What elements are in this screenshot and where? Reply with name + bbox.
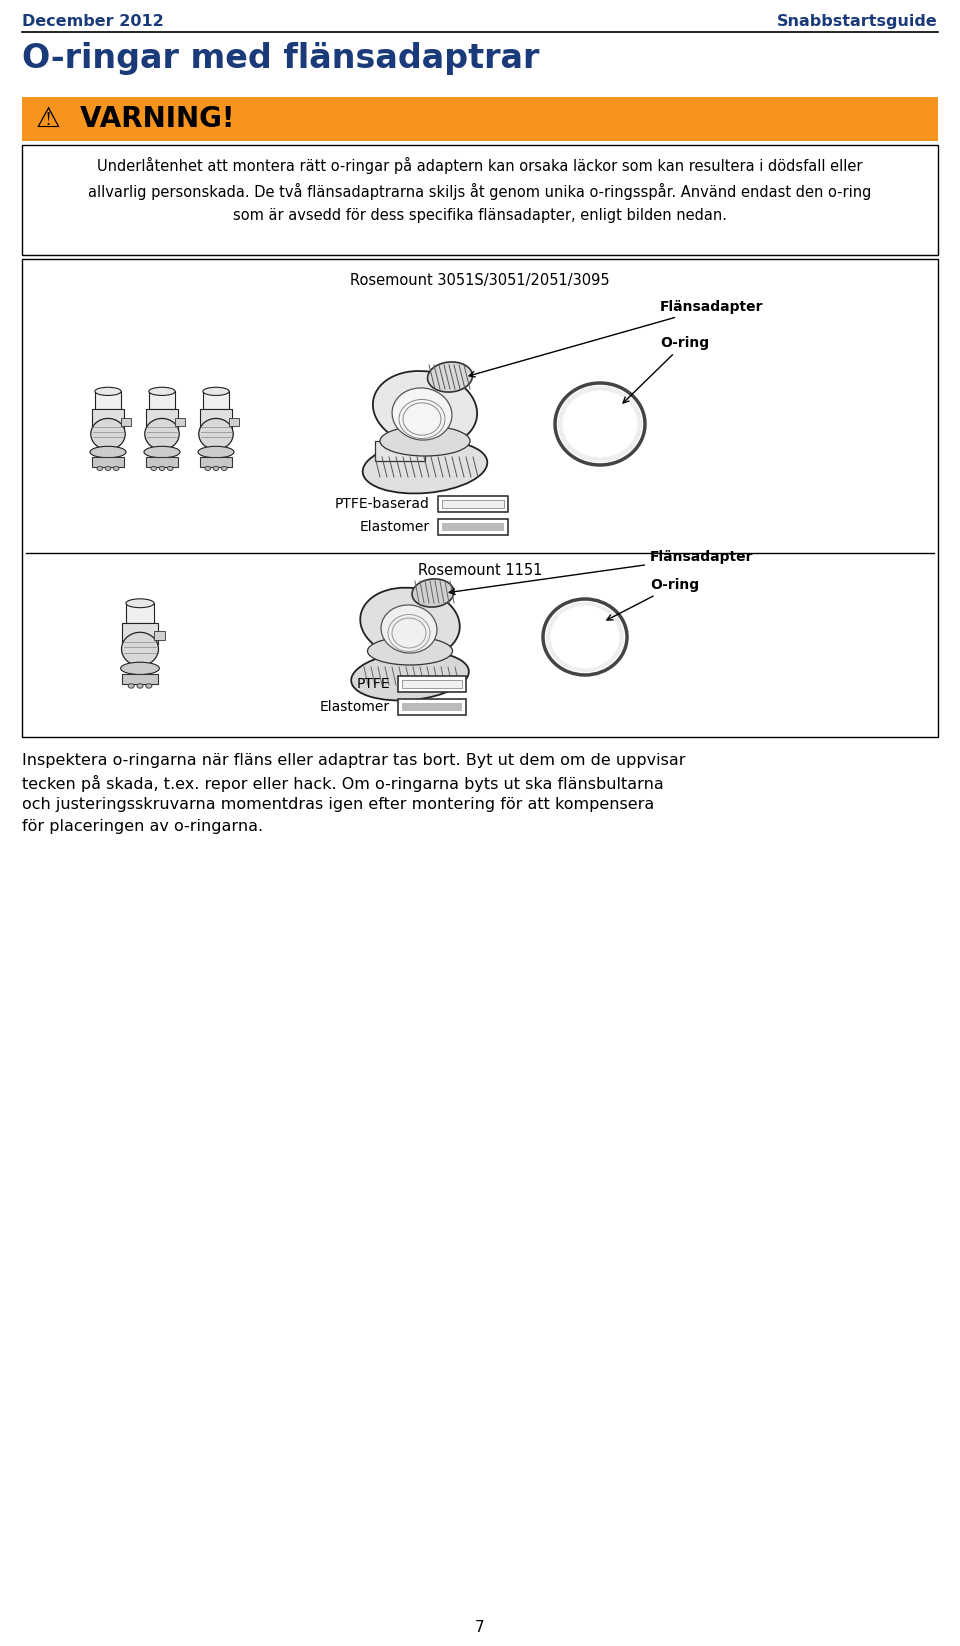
Text: Flänsadapter: Flänsadapter [449,550,754,594]
Ellipse shape [146,683,152,688]
Text: Rosemount 1151: Rosemount 1151 [418,563,542,578]
Ellipse shape [145,418,180,449]
Ellipse shape [122,632,158,665]
Ellipse shape [546,602,624,672]
Ellipse shape [91,418,125,449]
Text: 7: 7 [475,1620,485,1634]
Ellipse shape [412,579,454,607]
Ellipse shape [90,446,126,458]
Bar [126,602,154,622]
Ellipse shape [144,446,180,458]
Text: O-ring: O-ring [607,578,699,621]
Bar [123,673,157,685]
Bar [146,410,179,430]
Text: Underlåtenhet att montera rätt o-ringar på adaptern kan orsaka läckor som kan re: Underlåtenhet att montera rätt o-ringar … [88,156,872,222]
Ellipse shape [199,418,233,449]
Text: PTFE-baserad: PTFE-baserad [335,497,430,510]
Bar [22,145,938,255]
Ellipse shape [351,652,468,701]
Ellipse shape [128,683,134,688]
Ellipse shape [550,606,619,668]
Ellipse shape [167,466,173,471]
Ellipse shape [360,588,460,658]
Bar [121,418,131,426]
Ellipse shape [204,466,210,471]
Text: för placeringen av o-ringarna.: för placeringen av o-ringarna. [22,820,263,835]
Text: December 2012: December 2012 [22,15,164,30]
Bar [149,392,175,410]
Bar [229,418,239,426]
Ellipse shape [159,466,165,471]
Bar [375,441,425,461]
Text: Inspektera o-ringarna när fläns eller adaptrar tas bort. Byt ut dem om de uppvis: Inspektera o-ringarna när fläns eller ad… [22,752,685,769]
Ellipse shape [392,388,452,439]
Ellipse shape [198,446,234,458]
Text: tecken på skada, t.ex. repor eller hack. Om o-ringarna byts ut ska flänsbultarna: tecken på skada, t.ex. repor eller hack.… [22,775,663,792]
Bar [200,458,232,467]
Bar [402,703,462,711]
Ellipse shape [368,637,452,665]
Ellipse shape [137,683,143,688]
Text: Elastomer: Elastomer [320,700,390,714]
Text: Snabbstartsguide: Snabbstartsguide [778,15,938,30]
Bar [203,392,229,410]
Bar [95,392,121,410]
Text: ⚠  VARNING!: ⚠ VARNING! [36,105,234,133]
Text: Elastomer: Elastomer [360,520,430,533]
Bar [146,458,179,467]
Ellipse shape [222,466,228,471]
Ellipse shape [97,466,103,471]
Ellipse shape [363,441,488,494]
Bar [438,518,508,535]
Ellipse shape [121,662,159,675]
Ellipse shape [381,606,437,653]
Bar [154,632,165,640]
Text: O-ringar med flänsadaptrar: O-ringar med flänsadaptrar [22,43,540,76]
Text: och justeringsskruvarna momentdras igen efter montering för att kompensera: och justeringsskruvarna momentdras igen … [22,797,655,811]
Text: O-ring: O-ring [623,336,709,403]
Text: Rosemount 3051S/3051/2051/3095: Rosemount 3051S/3051/2051/3095 [350,273,610,288]
Ellipse shape [113,466,119,471]
Ellipse shape [558,387,642,463]
Ellipse shape [213,466,219,471]
Bar [22,97,938,142]
Ellipse shape [203,387,229,395]
Bar [442,500,504,509]
Bar [175,418,185,426]
Ellipse shape [380,426,470,456]
Bar [22,258,938,737]
Bar [200,410,232,430]
Bar [398,677,466,691]
Ellipse shape [95,387,121,395]
Bar [438,495,508,512]
Ellipse shape [149,387,175,395]
Bar [442,523,504,532]
Bar [398,700,466,714]
Ellipse shape [151,466,156,471]
Ellipse shape [372,370,477,448]
Ellipse shape [106,466,110,471]
Text: Flänsadapter: Flänsadapter [469,300,763,377]
Ellipse shape [126,599,154,607]
Ellipse shape [563,390,637,458]
Ellipse shape [427,362,472,392]
Text: PTFE: PTFE [356,677,390,691]
Bar [91,410,125,430]
Bar [402,680,462,688]
Bar [123,622,157,644]
Bar [91,458,125,467]
